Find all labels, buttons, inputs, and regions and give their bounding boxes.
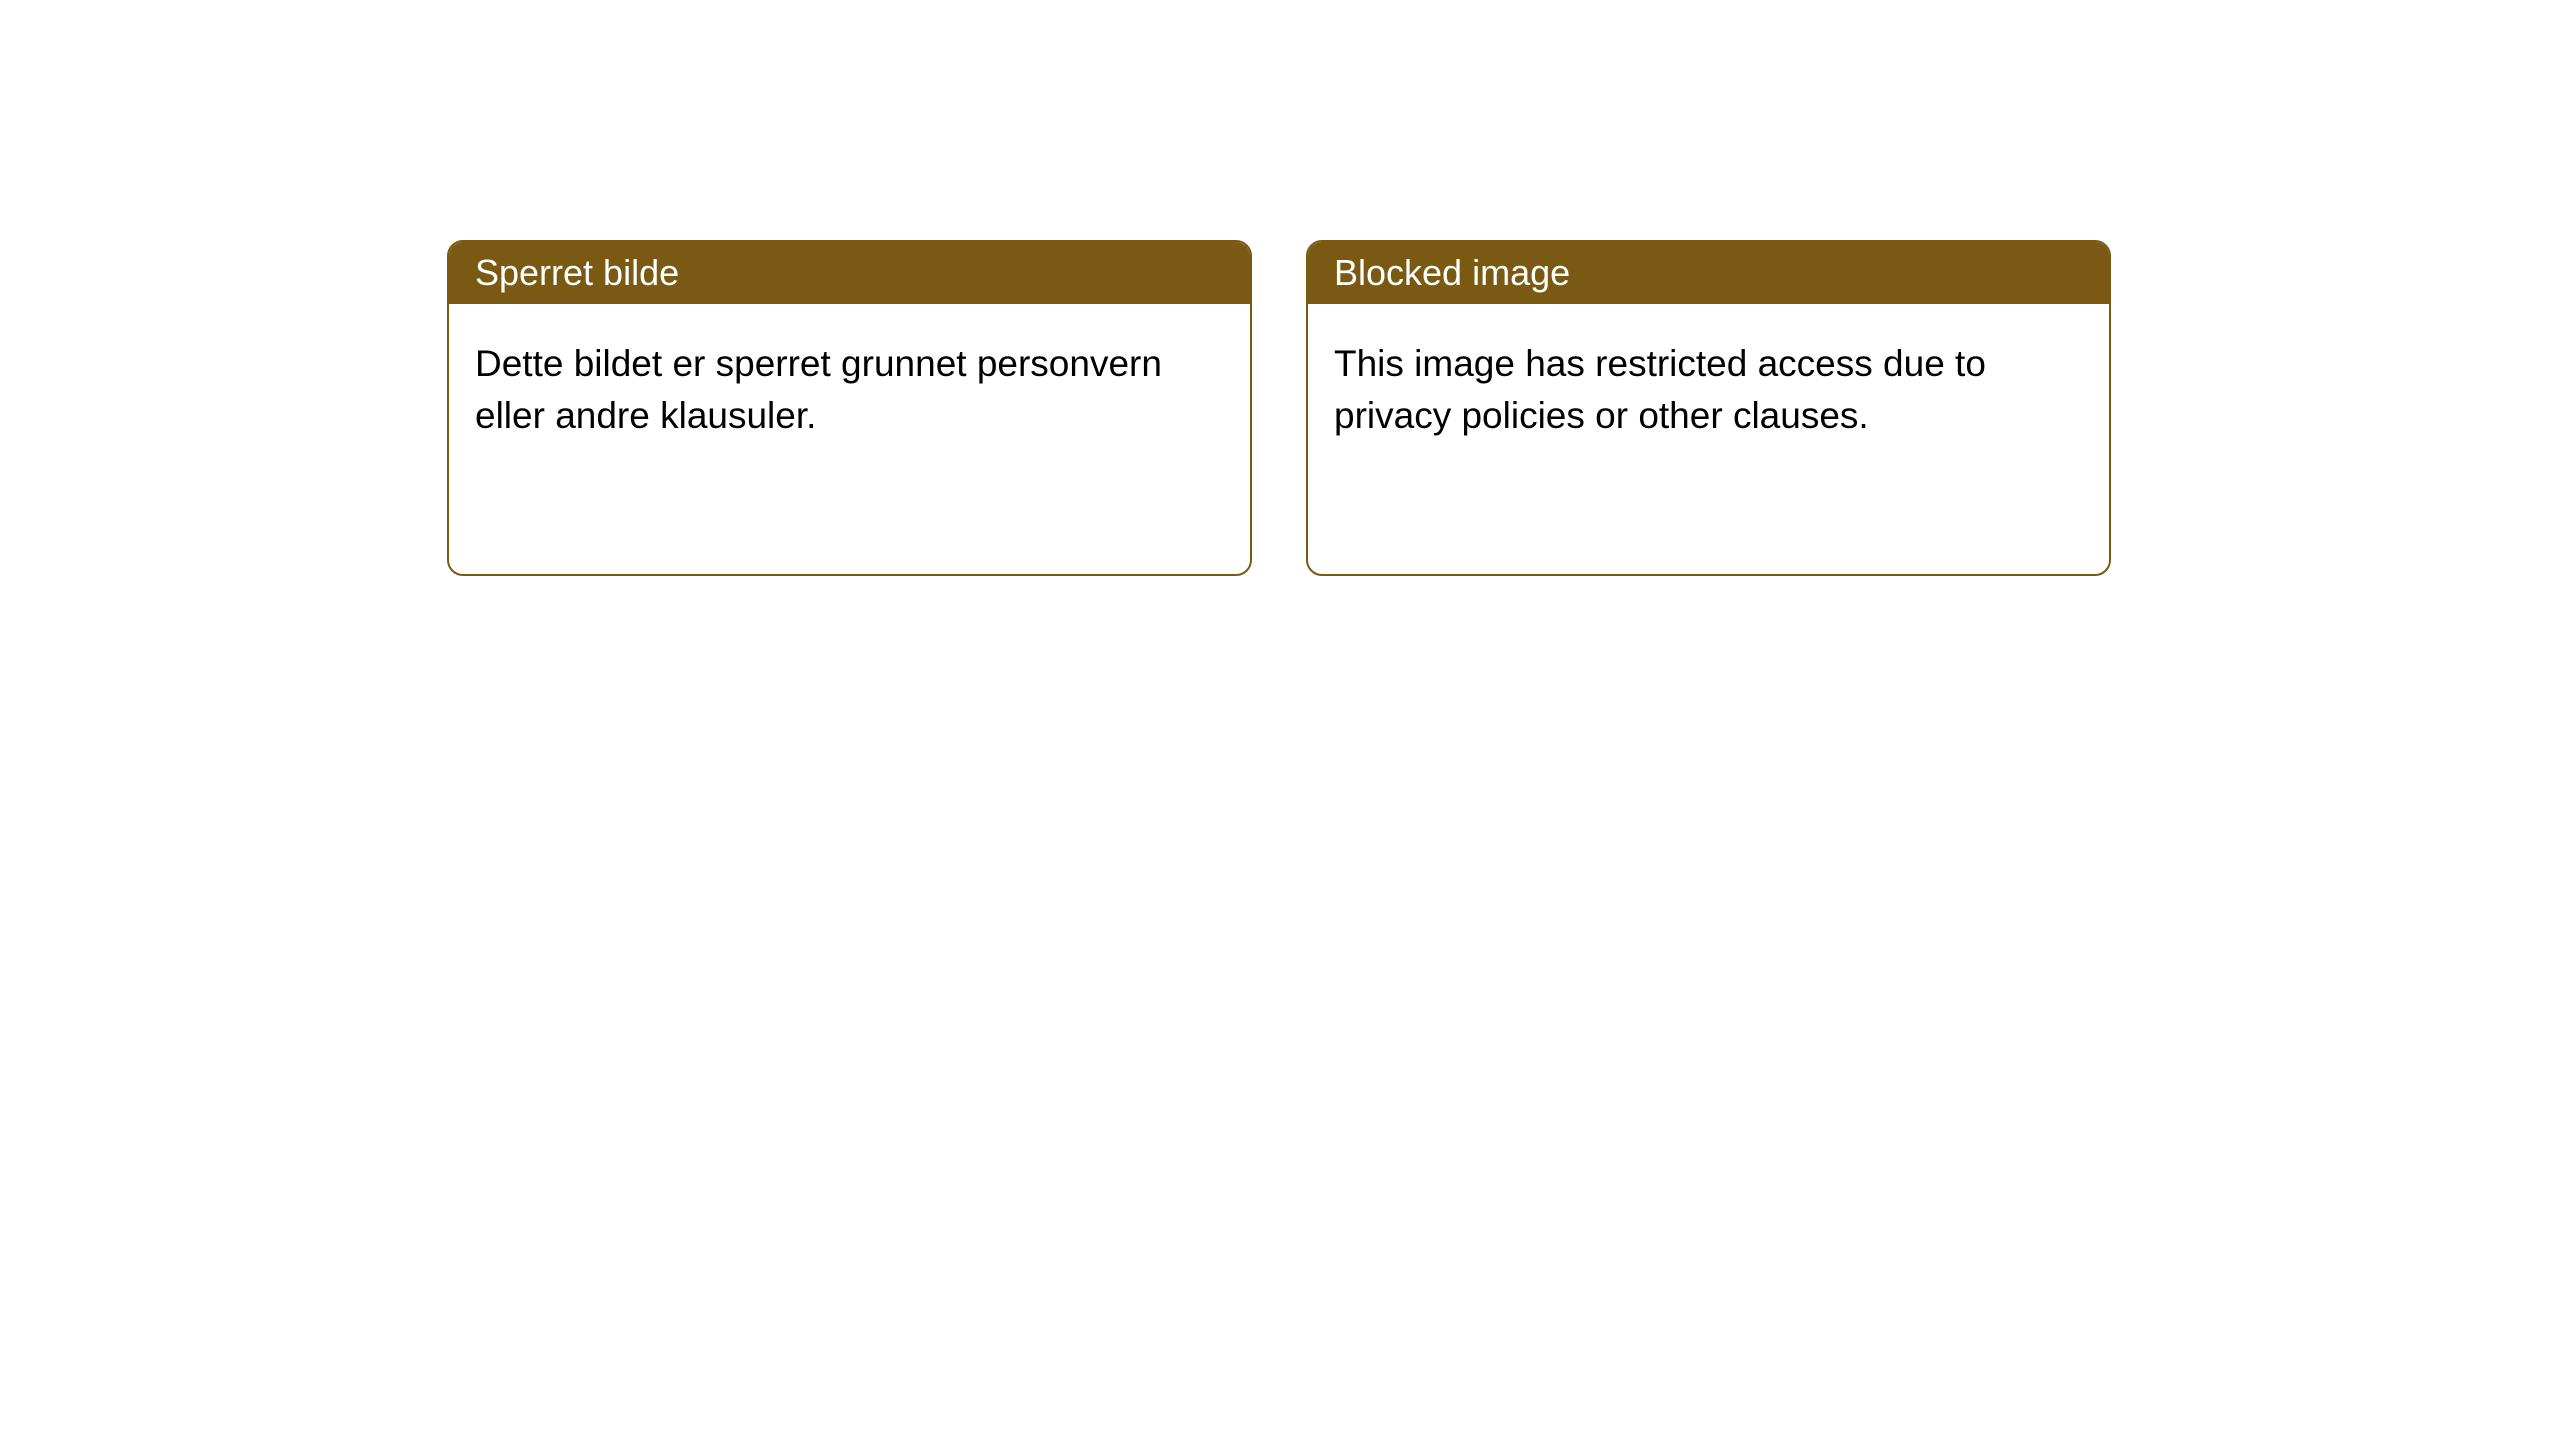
card-title: Blocked image bbox=[1334, 252, 1570, 293]
card-body: This image has restricted access due to … bbox=[1308, 304, 2109, 476]
card-title: Sperret bilde bbox=[475, 252, 679, 293]
card-header: Blocked image bbox=[1308, 242, 2109, 304]
card-body-text: Dette bildet er sperret grunnet personve… bbox=[475, 343, 1162, 436]
card-body-text: This image has restricted access due to … bbox=[1334, 343, 1986, 436]
notice-container: Sperret bilde Dette bildet er sperret gr… bbox=[447, 240, 2111, 576]
card-body: Dette bildet er sperret grunnet personve… bbox=[449, 304, 1250, 476]
card-header: Sperret bilde bbox=[449, 242, 1250, 304]
notice-card-english: Blocked image This image has restricted … bbox=[1306, 240, 2111, 576]
notice-card-norwegian: Sperret bilde Dette bildet er sperret gr… bbox=[447, 240, 1252, 576]
